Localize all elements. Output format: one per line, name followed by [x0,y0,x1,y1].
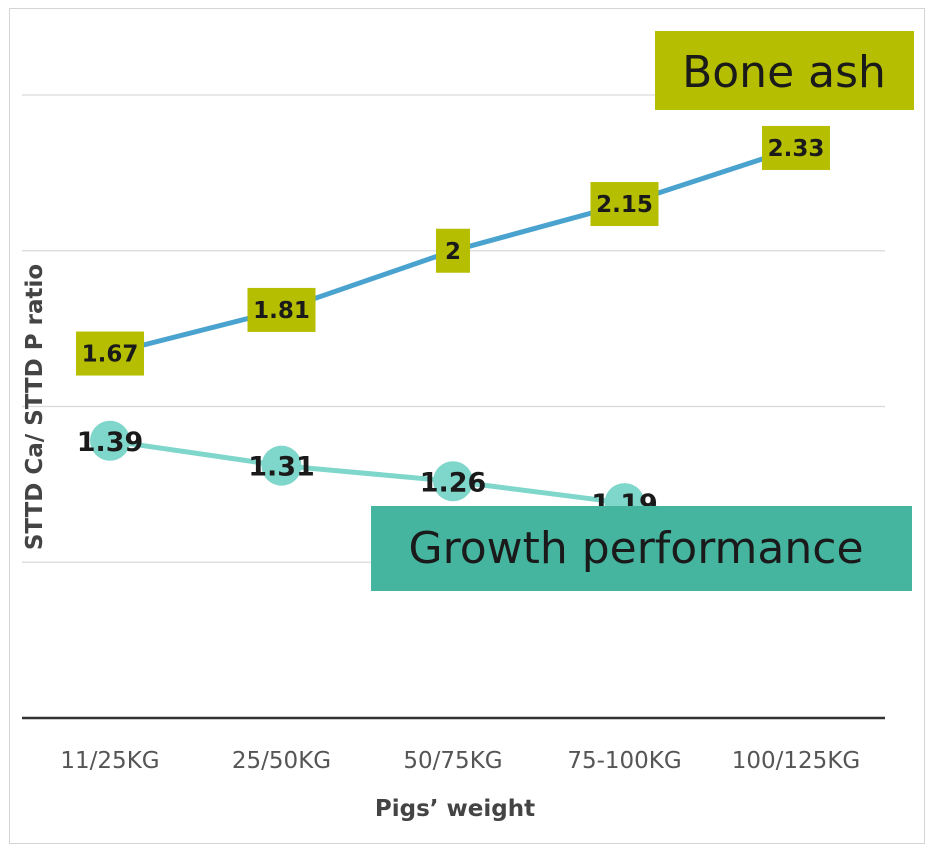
data-point-square [247,287,316,332]
data-label: 1.81 [253,298,310,324]
data-point-circle [261,445,302,486]
y-axis-title: STTD Ca/ STTD P ratio [22,264,48,550]
x-tick-label: 11/25KG [60,748,159,774]
data-point-square [590,182,659,227]
series-badge-label: Bone ash [682,47,886,98]
data-label: 1.31 [248,452,315,483]
x-tick-label: 50/75KG [403,748,502,774]
series-markers [76,125,830,552]
series-badge-label: Growth performance [408,523,863,574]
series-badge-box [655,31,914,110]
data-label: 1.26 [420,467,487,498]
data-label: 2.15 [596,192,653,218]
data-point-square [762,125,830,170]
x-tick-label: 75-100KG [567,748,681,774]
gridlines [22,94,885,720]
series-badges: Bone ash Growth performance [371,31,914,591]
data-label: 1.67 [82,342,139,368]
data-label: 2.33 [768,136,825,162]
data-label: 2 [445,239,461,265]
x-tick-label: 100/125KG [732,748,860,774]
data-point-circle [433,461,473,502]
x-axis-title: Pigs’ weight [375,796,535,822]
data-label: 1.39 [77,427,144,458]
x-axis-ticks: 11/25KG 25/50KG 50/75KG 75-100KG 100/125KG [60,748,860,774]
x-tick-label: 25/50KG [232,748,331,774]
series-badge-box [371,506,912,591]
data-point-square [76,331,144,376]
data-point-square [436,228,470,273]
data-point-circle [90,420,130,461]
